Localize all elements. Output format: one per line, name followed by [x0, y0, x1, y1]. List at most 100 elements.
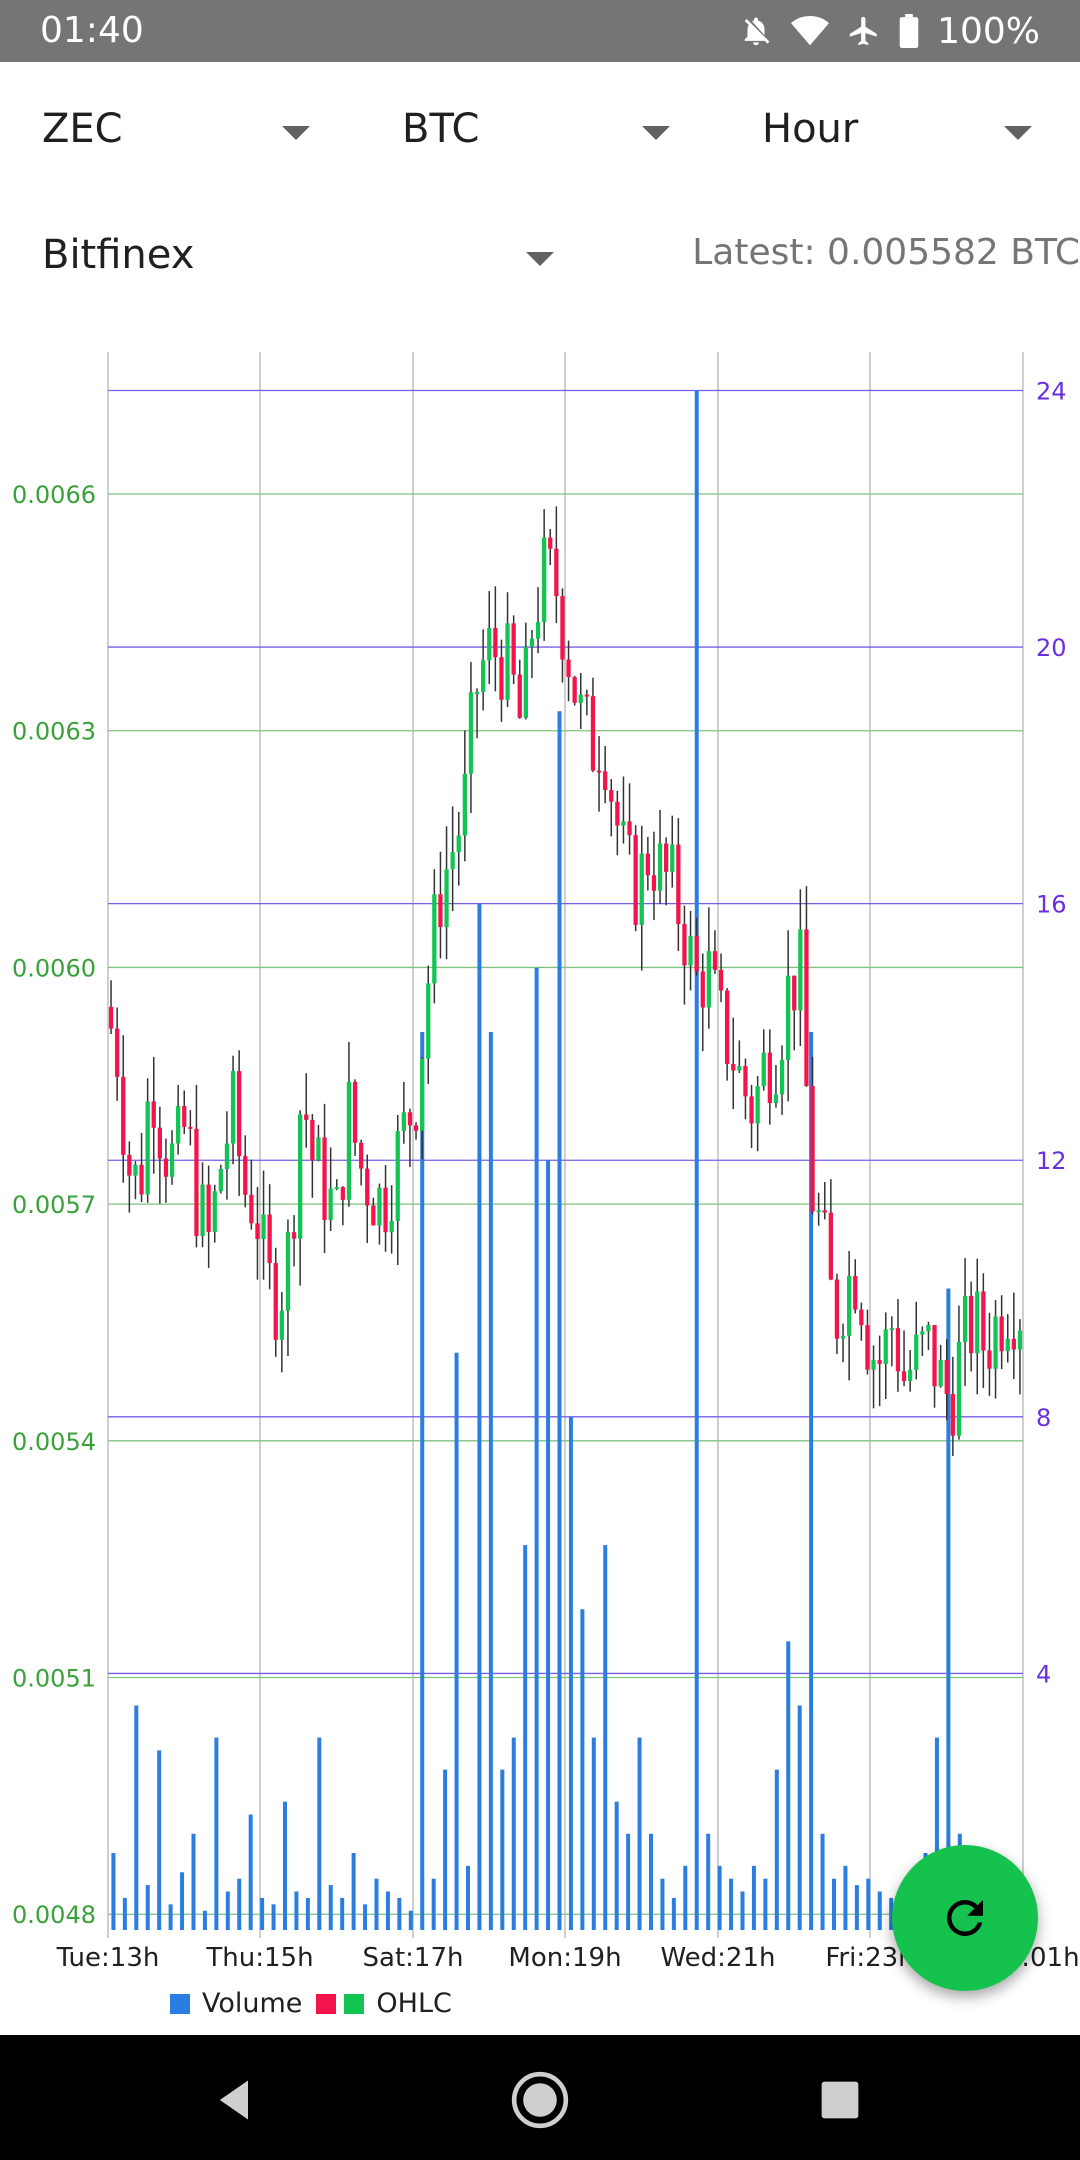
volume-bar [820, 1833, 825, 1930]
candle-body [566, 659, 571, 678]
candle-body [261, 1214, 266, 1240]
candle-body [725, 990, 730, 1064]
candle-body [316, 1137, 321, 1161]
candle-body [121, 1076, 126, 1155]
candle-body [389, 1220, 394, 1233]
candle-body [487, 628, 492, 661]
overview-button[interactable] [805, 2065, 875, 2135]
legend-volume-label: Volume [202, 1988, 303, 2019]
airplane-mode-icon [849, 16, 877, 46]
candle-body [816, 1210, 821, 1213]
candle-body [1005, 1338, 1010, 1352]
candle-body [969, 1295, 974, 1354]
candle-body [139, 1164, 144, 1195]
candle-body [798, 929, 803, 1011]
volume-bar [694, 390, 699, 1930]
candle-body [603, 771, 608, 791]
volume-bar [214, 1737, 219, 1930]
volume-bar [591, 1737, 596, 1930]
volume-bar [854, 1885, 859, 1930]
candle-body [718, 969, 724, 991]
candle-body [322, 1137, 327, 1221]
legend-ohlc-label: OHLC [376, 1988, 452, 2019]
volume-bar [831, 1878, 836, 1930]
candle-body [218, 1169, 223, 1192]
back-button[interactable] [200, 2065, 270, 2135]
volume-bar [843, 1865, 848, 1930]
refresh-button[interactable] [892, 1845, 1038, 1991]
volume-bar [294, 1891, 299, 1930]
candle-body [901, 1371, 907, 1382]
candle-body [975, 1291, 980, 1354]
interval-select[interactable]: Hour [762, 92, 1032, 172]
volume-bar [580, 1609, 585, 1930]
currency-select[interactable]: BTC [402, 92, 670, 172]
candle-body [1011, 1338, 1016, 1350]
volume-bar [340, 1897, 345, 1930]
candle-body [420, 1058, 425, 1131]
volume-bar [889, 1897, 894, 1930]
volume-bar [946, 1288, 951, 1930]
candle-body [188, 1126, 193, 1129]
volume-bar [260, 1897, 265, 1930]
right-tick-label: 20 [1036, 634, 1067, 662]
candle-body [255, 1223, 260, 1240]
home-button[interactable] [505, 2065, 575, 2135]
candle-body [847, 1275, 852, 1336]
volume-bar [202, 1910, 207, 1930]
status-bar: 01:40 100% [0, 0, 1080, 62]
volume-bar [465, 1865, 470, 1930]
coin-select[interactable]: ZEC [42, 92, 310, 172]
chevron-down-icon [1004, 126, 1032, 140]
candle-body [682, 924, 687, 966]
candle-body [407, 1112, 413, 1126]
candle-body [151, 1101, 156, 1128]
volume-bar [122, 1897, 127, 1930]
volume-bar [568, 1416, 573, 1930]
battery-percent: 100% [937, 10, 1040, 52]
candle-body [633, 835, 638, 925]
candle-body [688, 935, 693, 966]
candle-body [926, 1324, 931, 1332]
volume-bar [248, 1814, 253, 1930]
candle-body [304, 1114, 309, 1120]
candle-body [822, 1210, 827, 1213]
exchange-select[interactable]: Bitfinex [42, 218, 554, 298]
volume-bar [706, 1833, 711, 1930]
chart-legend: Volume OHLC [170, 1988, 452, 2019]
candle-body [889, 1328, 894, 1331]
volume-bar [443, 1769, 448, 1930]
candle-body [340, 1187, 345, 1200]
volume-bar [351, 1853, 356, 1930]
candle-body [542, 537, 547, 623]
left-axis-labels: 0.0048 0.0051 0.0054 0.0057 0.0060 0.0063 0.00… [12, 481, 96, 1929]
volume-bar [168, 1904, 173, 1930]
candle-body [840, 1335, 846, 1339]
candle-body [474, 691, 480, 694]
left-tick-label: 0.0057 [12, 1191, 96, 1219]
price-volume-chart[interactable]: 0.0048 0.0051 0.0054 0.0057 0.0060 0.0063 0.00… [0, 340, 1080, 1980]
legend-ohlc-down-swatch [316, 1993, 337, 2014]
volume-bar [866, 1878, 871, 1930]
candle-body [115, 1028, 120, 1077]
candle-body [182, 1106, 187, 1127]
left-tick-label: 0.0054 [12, 1428, 96, 1456]
volume-bar [523, 1545, 528, 1930]
candle-body [987, 1350, 992, 1369]
candle-body [212, 1191, 217, 1232]
volume-bar [683, 1865, 688, 1930]
volume-bar [477, 903, 482, 1931]
candle-body [999, 1316, 1004, 1352]
right-tick-label: 12 [1036, 1147, 1067, 1175]
candle-body [828, 1212, 833, 1280]
x-tick-label: Thu:15h [205, 1943, 313, 1973]
candle-body [548, 537, 553, 549]
candle-body [334, 1187, 339, 1190]
volume-bar [797, 1705, 802, 1930]
candle-body [529, 638, 535, 647]
volume-bar [809, 1031, 814, 1930]
legend-volume-swatch [170, 1993, 190, 2014]
candle-body [908, 1369, 913, 1382]
volume-bar [660, 1878, 665, 1930]
candle-body [523, 646, 528, 718]
